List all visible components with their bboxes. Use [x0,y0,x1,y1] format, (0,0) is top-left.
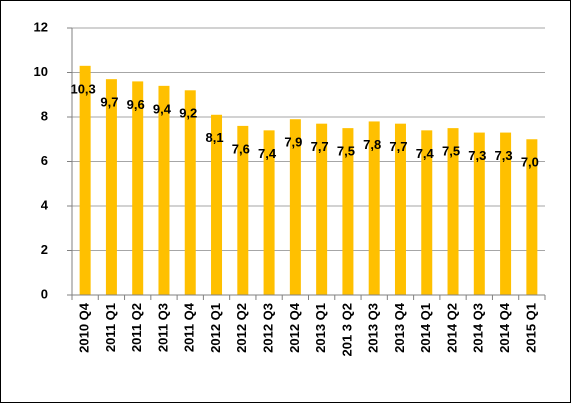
y-tick-label: 0 [41,286,48,301]
x-tick-label: 2011 Q1 [103,303,118,352]
x-tick-label: 2012 Q3 [261,303,276,353]
bar [158,85,170,295]
y-tick-label: 2 [41,242,48,257]
data-label: 7,3 [495,148,513,163]
x-tick-label: 2011 Q2 [129,303,144,352]
x-tick-label: 2011 Q4 [182,302,197,352]
bar [447,128,459,295]
x-tick-label: 2013 Q3 [366,303,381,353]
bar [79,65,91,295]
bar [132,81,144,296]
bar [316,123,328,295]
bar [342,128,354,295]
bar [421,130,433,295]
bar [263,130,275,295]
bar [500,132,512,295]
x-tick-label: 2013 Q1 [313,303,328,353]
data-label: 9,4 [153,101,172,116]
y-tick-label: 4 [41,197,49,212]
x-tick-label: 201 3 Q2 [339,303,354,357]
x-tick-label: 2012 Q4 [287,302,302,353]
data-label: 7,7 [389,139,407,154]
data-label: 7,8 [363,137,381,152]
bar [211,114,223,296]
bar [289,119,301,295]
data-label: 9,6 [127,97,145,112]
data-label: 10,3 [70,81,95,96]
x-tick-label: 2014 Q2 [444,303,459,353]
bar [526,139,538,295]
data-label: 7,5 [442,144,460,159]
data-label: 8,1 [205,130,223,145]
y-tick-label: 8 [41,108,48,123]
bar [394,123,406,295]
data-label: 9,2 [179,106,197,121]
data-label: 7,9 [284,135,302,150]
x-tick-label: 2014 Q4 [497,302,512,353]
bar [473,132,485,295]
data-label: 7,0 [521,155,539,170]
bar [105,79,117,295]
bar [368,121,380,295]
x-tick-label: 2014 Q1 [418,303,433,353]
x-tick-label: 2010 Q4 [77,302,92,353]
y-tick-label: 10 [34,64,48,79]
y-tick-label: 12 [34,19,48,34]
x-tick-label: 2015 Q1 [523,303,538,353]
x-tick-label: 2014 Q3 [471,303,486,353]
data-label: 7,5 [337,144,355,159]
data-label: 7,3 [468,148,486,163]
y-tick-label: 6 [41,153,48,168]
x-tick-label: 2011 Q3 [155,303,170,352]
data-label: 7,4 [258,146,277,161]
x-tick-label: 2012 Q2 [234,303,249,353]
data-label: 7,6 [232,141,250,156]
x-tick-label: 2012 Q1 [208,303,223,353]
data-label: 9,7 [100,95,118,110]
data-label: 7,7 [311,139,329,154]
data-label: 7,4 [416,146,435,161]
bar [237,125,249,296]
bar [184,90,196,295]
x-tick-label: 2013 Q4 [392,302,407,353]
